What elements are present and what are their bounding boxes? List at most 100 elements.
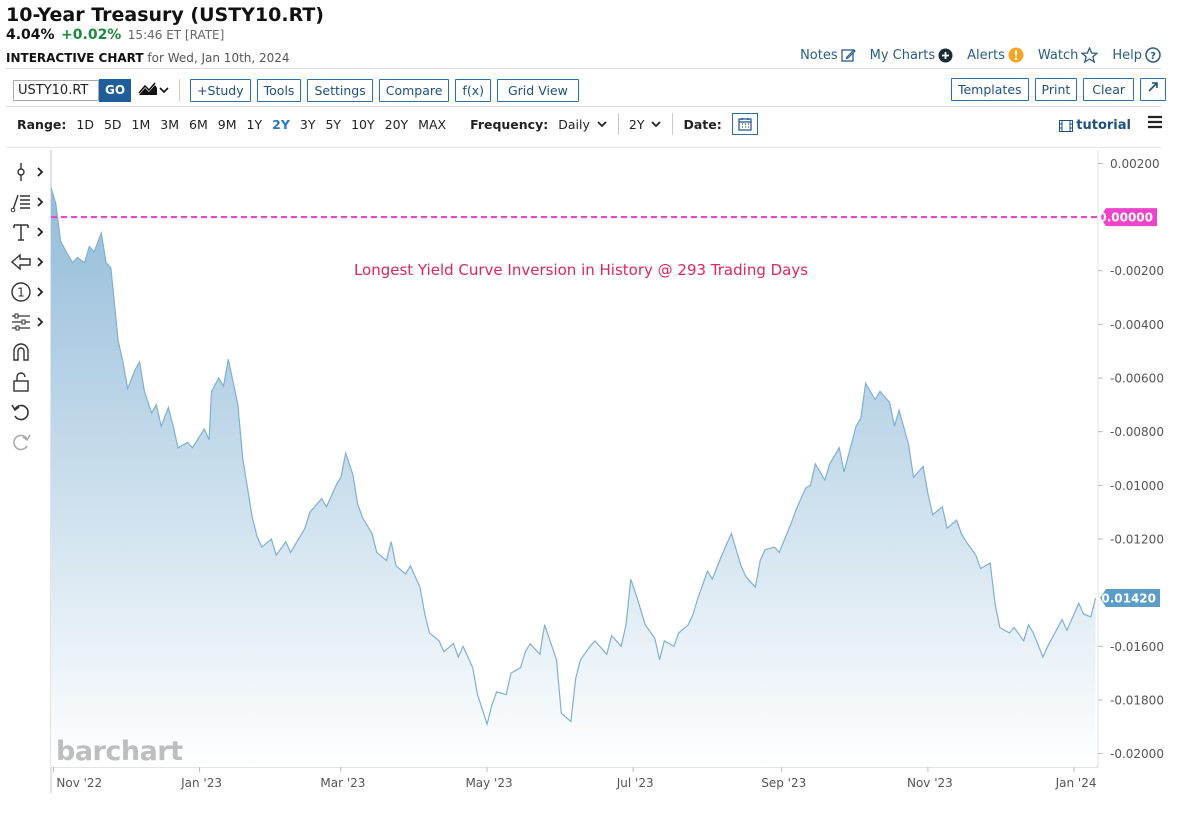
chevron-down-icon: [651, 121, 662, 128]
range-option-9m[interactable]: 9M: [217, 116, 237, 132]
y-tick-label: 0.00200: [1110, 157, 1160, 171]
top-links: Notes My Charts Alerts Watch Help ?: [800, 47, 1161, 63]
divider: [6, 106, 1161, 107]
range-option-1y[interactable]: 1Y: [246, 116, 263, 132]
y-tick-label: -0.00200: [1110, 264, 1164, 278]
y-tick-label: -0.01800: [1110, 693, 1164, 707]
notes-label: Notes: [800, 47, 838, 63]
templates-button[interactable]: Templates: [950, 78, 1029, 101]
period-value: 2Y: [628, 116, 645, 132]
last-value-tag: [1100, 588, 1160, 607]
range-option-1d[interactable]: 1D: [76, 116, 94, 132]
date-picker-button[interactable]: [731, 113, 758, 135]
arrow-tool[interactable]: [10, 250, 46, 274]
unlock-icon: [13, 372, 29, 392]
frequency-value: Daily: [558, 116, 590, 132]
chart-annotation: Longest Yield Curve Inversion in History…: [354, 261, 808, 279]
y-tick-label: -0.01600: [1110, 640, 1164, 654]
y-tick-label: -0.02000: [1110, 747, 1164, 761]
print-button[interactable]: Print: [1034, 78, 1078, 101]
menu-button[interactable]: [1147, 114, 1163, 133]
y-tick-label: -0.00400: [1110, 318, 1164, 332]
x-tick-label: Jan '23: [180, 776, 222, 790]
lock-tool[interactable]: [10, 370, 46, 394]
chevron-right-icon: [37, 287, 44, 297]
watch-link[interactable]: Watch: [1037, 47, 1099, 63]
crosshair-tool[interactable]: [10, 160, 46, 184]
range-option-3m[interactable]: 3M: [160, 116, 180, 132]
grid-view-button[interactable]: Grid View: [496, 78, 579, 102]
period-dropdown[interactable]: 2Y: [629, 117, 663, 132]
star-icon: [1081, 47, 1099, 63]
arrow-left-icon: [10, 253, 31, 271]
range-option-2y[interactable]: 2Y: [272, 116, 290, 132]
toolbar-separator: [179, 79, 181, 101]
range-bar: Range: 1D 5D 1M 3M 6M 9M 1Y 2Y 3Y 5Y 10Y 20Y MAX Fre…: [17, 113, 758, 135]
measure-tool[interactable]: [10, 310, 46, 334]
alerts-link[interactable]: Alerts: [967, 47, 1024, 63]
magnet-tool[interactable]: [10, 340, 46, 364]
chevron-right-icon: [37, 227, 44, 237]
last-price: 4.04%: [6, 27, 55, 43]
undo-icon: [11, 404, 29, 421]
range-option-10y[interactable]: 10Y: [351, 116, 375, 132]
expand-button[interactable]: [1140, 78, 1166, 101]
x-tick-label: Nov '23: [907, 776, 953, 790]
symbol-input[interactable]: [13, 79, 99, 101]
settings-button[interactable]: Settings: [307, 78, 373, 102]
fibonacci-tool[interactable]: [10, 190, 46, 214]
range-option-5y[interactable]: 5Y: [325, 116, 342, 132]
expand-icon: [1148, 82, 1158, 92]
page-title: 10-Year Treasury (USTY10.RT): [6, 4, 324, 26]
help-link[interactable]: Help ?: [1112, 47, 1161, 63]
range-option-max[interactable]: MAX: [418, 116, 447, 132]
svg-text:1: 1: [17, 286, 25, 300]
fibonacci-icon: [10, 194, 30, 213]
price-change: +0.02%: [61, 27, 122, 43]
x-tick-label: Jan '24: [1055, 776, 1097, 790]
help-icon: ?: [1145, 47, 1161, 63]
zero-value-tag: [1100, 208, 1157, 227]
alerts-label: Alerts: [967, 47, 1005, 63]
chart-subtitle: INTERACTIVE CHART for Wed, Jan 10th, 202…: [6, 51, 290, 65]
range-option-3y[interactable]: 3Y: [299, 116, 316, 132]
divider: [6, 147, 1161, 148]
undo-tool[interactable]: [10, 400, 46, 424]
x-tick-label: Jul '23: [616, 776, 654, 790]
frequency-dropdown[interactable]: Daily: [558, 117, 608, 132]
crosshair-icon: [17, 163, 25, 181]
compare-button[interactable]: Compare: [378, 78, 450, 102]
numbered-circle-icon: 1: [11, 282, 31, 302]
chevron-right-icon: [37, 257, 44, 267]
redo-tool[interactable]: [10, 430, 46, 454]
clear-button[interactable]: Clear: [1083, 78, 1134, 101]
chart-type-icon[interactable]: [137, 80, 169, 100]
plus-circle-icon: [938, 48, 953, 62]
tutorial-link[interactable]: tutorial: [1059, 118, 1131, 133]
counter-tool[interactable]: 1: [10, 280, 46, 304]
text-tool[interactable]: [10, 220, 46, 244]
range-option-1m[interactable]: 1M: [131, 116, 151, 132]
quote-line: 4.04% +0.02% 15:46 ET [RATE]: [6, 27, 224, 43]
pencil-icon: [840, 48, 856, 62]
svg-text:?: ?: [1150, 51, 1156, 62]
text-icon: [13, 224, 29, 241]
my-charts-link[interactable]: My Charts: [870, 47, 954, 63]
tools-button[interactable]: Tools: [256, 78, 302, 102]
range-option-5d[interactable]: 5D: [103, 116, 122, 132]
spread-line: [50, 187, 1097, 727]
tutorial-label: tutorial: [1076, 118, 1131, 133]
notes-link[interactable]: Notes: [800, 47, 856, 63]
redo-icon: [13, 434, 31, 451]
x-tick-label: May '23: [465, 776, 512, 790]
divider: [617, 113, 619, 135]
add-study-button[interactable]: +Study: [190, 78, 251, 102]
go-button[interactable]: GO: [99, 78, 132, 102]
range-option-20y[interactable]: 20Y: [384, 116, 409, 132]
range-options: 1D 5D 1M 3M 6M 9M 1Y 2Y 3Y 5Y 10Y 20Y MAX: [76, 117, 446, 132]
date-label: Date:: [683, 116, 722, 132]
range-option-6m[interactable]: 6M: [189, 116, 208, 132]
function-button[interactable]: f(x): [455, 78, 491, 102]
watch-label: Watch: [1037, 47, 1079, 63]
chevron-down-icon: [597, 121, 607, 128]
